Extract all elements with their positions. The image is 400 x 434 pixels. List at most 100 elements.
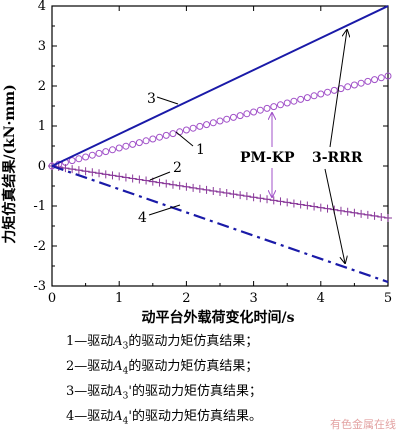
marker-circle [189, 124, 197, 132]
marker-circle [68, 157, 76, 165]
series-4 [51, 164, 389, 284]
legend-suffix: 的驱动力矩仿真结果。 [131, 409, 262, 424]
callout-leader-2 [149, 171, 171, 181]
legend-prefix: 4—驱动 [66, 409, 114, 424]
marker-plus [61, 164, 70, 173]
marker-circle [276, 101, 284, 109]
marker-circle [263, 104, 271, 112]
y-tick-label: -2 [33, 239, 46, 254]
marker-circle [310, 92, 318, 100]
marker-circle [364, 77, 372, 85]
marker-circle [142, 137, 150, 145]
legend-variable: A [113, 359, 123, 374]
plot-frame [51, 5, 389, 287]
marker-plus [310, 202, 319, 211]
marker-circle [149, 135, 157, 143]
marker-circle [122, 142, 130, 150]
marker-circle [115, 144, 123, 152]
legend-item: 1—驱动A3的驱动力矩仿真结果； [66, 330, 258, 352]
marker-circle [182, 126, 190, 134]
legend-prime: ' [128, 409, 132, 424]
callout-leader-4 [148, 204, 181, 216]
legend-item: 3—驱动A3'的驱动力矩仿真结果； [66, 380, 262, 402]
marker-plus [296, 200, 305, 209]
legend-prefix: 1—驱动 [66, 334, 114, 349]
marker-plus [263, 195, 272, 204]
marker-plus [316, 203, 325, 212]
series-group [48, 5, 392, 284]
marker-circle [250, 108, 258, 116]
marker-plus [209, 186, 218, 195]
marker-plus [168, 180, 177, 189]
callout-leader-3 [156, 96, 179, 105]
series-callout-3: 3 [147, 91, 156, 107]
series-callout-2: 2 [173, 160, 182, 176]
legend-subscript: 4 [122, 416, 129, 427]
legend-item: 4—驱动A4'的驱动力矩仿真结果。 [66, 405, 262, 427]
marker-plus [135, 175, 144, 184]
marker-circle [236, 112, 244, 120]
annotations: 3 12 4 PM-KP 3-RRR [138, 30, 363, 263]
marker-plus [350, 208, 359, 217]
marker-circle [377, 74, 385, 82]
marker-circle [135, 139, 143, 147]
marker-plus [142, 176, 151, 185]
marker-plus [276, 197, 285, 206]
marker-plus [74, 166, 83, 175]
marker-plus [242, 192, 251, 201]
legend-variable: A [113, 409, 123, 424]
legend-prefix: 2—驱动 [66, 359, 114, 374]
legend-suffix: 的驱动力矩仿真结果； [131, 384, 262, 399]
marker-plus [323, 204, 332, 213]
marker-plus [195, 184, 204, 193]
marker-circle [317, 90, 325, 98]
y-tick-label: 2 [38, 79, 46, 94]
marker-plus [155, 178, 164, 187]
y-tick-label: 3 [38, 39, 46, 54]
marker-plus [182, 182, 191, 191]
marker-circle [337, 85, 345, 93]
marker-plus [336, 206, 345, 215]
marker-circle [102, 148, 110, 156]
y-tick-label: -3 [33, 279, 46, 294]
legend-subscript: 3 [122, 341, 129, 352]
legend-variable: A [113, 334, 123, 349]
series-callout-1: 1 [196, 142, 205, 158]
marker-plus [343, 207, 352, 216]
marker-circle [357, 79, 365, 87]
marker-plus [81, 167, 90, 176]
legend-subscript: 3 [122, 391, 129, 402]
legend-suffix: 的驱动力矩仿真结果； [128, 359, 259, 374]
x-tick-label: 5 [384, 291, 392, 306]
y-axis-label: 力矩仿真结果/(kN·mm) [1, 84, 18, 243]
marker-circle [75, 155, 83, 163]
marker-circle [303, 94, 311, 102]
marker-plus [377, 212, 386, 221]
y-tick-label: 4 [38, 0, 46, 14]
marker-circle [350, 81, 358, 89]
annotation-pm-kp: PM-KP [240, 150, 295, 166]
marker-circle [384, 72, 392, 80]
marker-plus [283, 198, 292, 207]
marker-plus [95, 169, 104, 178]
marker-plus [236, 191, 245, 200]
marker-circle [243, 110, 251, 118]
marker-plus [229, 190, 238, 199]
marker-circle [88, 151, 96, 159]
marker-circle [297, 95, 305, 103]
marker-plus [202, 185, 211, 194]
x-tick-label: 0 [48, 291, 56, 306]
marker-plus [189, 183, 198, 192]
marker-plus [68, 165, 77, 174]
arrow-3-rrr-down [324, 168, 345, 263]
series-line [51, 164, 389, 284]
marker-circle [324, 88, 332, 96]
marker-plus [357, 209, 366, 218]
marker-circle [371, 76, 379, 84]
watermark: 有色金属在线 [330, 418, 396, 431]
x-tick-label: 4 [317, 291, 325, 306]
marker-circle [156, 133, 164, 141]
marker-circle [344, 83, 352, 91]
marker-plus [289, 199, 298, 208]
